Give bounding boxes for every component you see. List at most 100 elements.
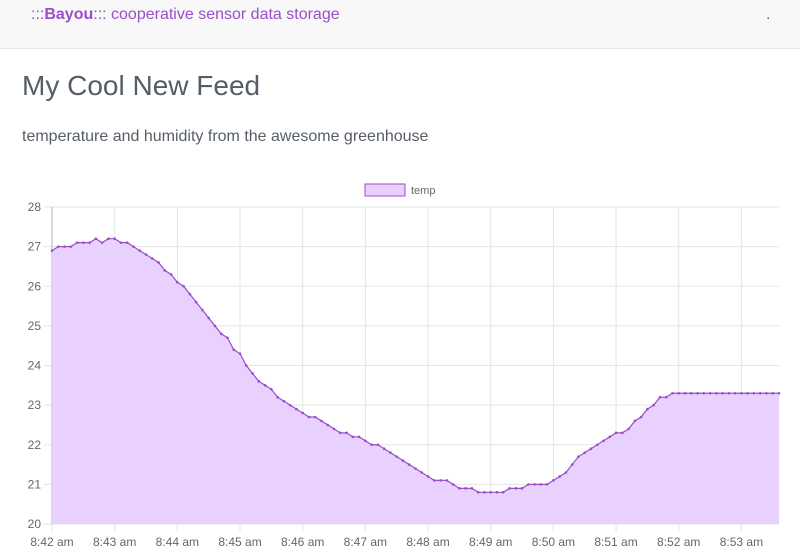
temp-data-point	[226, 336, 229, 340]
temp-data-point	[201, 308, 204, 312]
x-tick-label: 8:45 am	[218, 535, 261, 549]
temp-data-point	[188, 292, 192, 296]
temp-data-point	[689, 391, 693, 395]
temp-data-point	[664, 395, 668, 399]
y-tick-label: 21	[28, 477, 42, 491]
temp-data-point	[489, 491, 493, 494]
temp-data-point	[583, 451, 587, 454]
temp-data-point	[332, 427, 336, 431]
temp-data-point	[464, 487, 467, 490]
temp-data-point	[100, 241, 104, 244]
y-tick-label: 28	[28, 200, 42, 214]
temp-data-point	[483, 491, 486, 494]
y-tick-label: 20	[28, 517, 42, 531]
temp-data-point	[82, 241, 85, 244]
temp-data-point	[414, 467, 417, 470]
temp-data-point	[307, 415, 311, 419]
temp-data-point	[646, 407, 649, 411]
temp-data-point	[263, 384, 267, 387]
temp-data-point	[150, 257, 154, 260]
temp-data-point	[470, 487, 474, 490]
temp-data-point	[50, 249, 54, 252]
x-tick-label: 8:43 am	[93, 535, 136, 549]
x-tick-label: 8:52 am	[657, 535, 700, 549]
temp-data-point	[288, 403, 292, 407]
temp-data-point	[758, 391, 762, 395]
temp-data-point	[370, 443, 373, 447]
temp-data-point	[627, 427, 630, 431]
temp-data-point	[88, 241, 91, 244]
temp-data-point	[351, 435, 355, 439]
temp-data-point	[326, 423, 330, 427]
brand-link[interactable]: :::Bayou::: cooperative sensor data stor…	[31, 6, 340, 24]
temp-data-point	[56, 245, 60, 248]
temp-data-point	[301, 411, 304, 415]
temp-data-point	[395, 455, 398, 458]
temp-data-point	[740, 391, 743, 395]
y-tick-label: 24	[28, 359, 42, 373]
feed-description: temperature and humidity from the awesom…	[22, 128, 429, 145]
temp-data-point	[238, 352, 242, 355]
temp-data-point	[357, 435, 361, 439]
temp-data-point	[752, 391, 756, 395]
temp-data-point	[451, 483, 455, 486]
brand-name: Bayou	[44, 6, 94, 23]
temp-data-point	[169, 273, 173, 276]
temp-data-point	[702, 391, 706, 395]
temp-data-point	[338, 431, 342, 435]
temp-data-point	[94, 237, 98, 240]
temp-data-point	[407, 463, 411, 466]
temp-data-point	[144, 253, 148, 256]
temp-data-point	[207, 316, 210, 320]
temp-data-point	[696, 391, 699, 395]
x-tick-label: 8:51 am	[594, 535, 637, 549]
legend-swatch	[364, 183, 406, 197]
temp-data-point	[570, 463, 574, 466]
temp-data-point	[765, 391, 768, 395]
temp-data-point	[176, 280, 179, 284]
temp-data-point	[658, 395, 662, 399]
temp-data-point	[614, 431, 618, 435]
temp-data-point	[721, 391, 724, 395]
temp-data-point	[652, 403, 655, 407]
temp-data-point	[595, 443, 599, 447]
brand-prefix: :::	[31, 6, 45, 23]
temp-data-point	[777, 391, 781, 395]
temp-data-point	[213, 324, 217, 328]
temperature-chart[interactable]: 20 21 22 23 24 25 26 27 28 8:42 am 8:43 am 8:44 am 8…	[0, 176, 800, 556]
page-title: My Cool New Feed	[22, 70, 261, 101]
temp-data-point	[746, 391, 749, 395]
temp-data-point	[545, 483, 549, 486]
temp-data-point	[364, 439, 367, 443]
y-tick-label: 26	[28, 279, 42, 293]
x-tick-label: 8:46 am	[281, 535, 324, 549]
temp-data-point	[433, 479, 436, 482]
temp-data-point	[313, 415, 317, 419]
x-tick-label: 8:48 am	[406, 535, 449, 549]
temp-data-point	[683, 391, 687, 395]
temp-data-point	[514, 487, 518, 490]
temp-data-point	[458, 487, 461, 490]
temp-data-point	[639, 415, 643, 419]
temp-data-point	[426, 475, 430, 478]
legend-label: temp	[411, 185, 435, 197]
temp-data-point	[119, 241, 123, 244]
temp-data-point	[63, 245, 66, 248]
temp-data-point	[708, 391, 712, 395]
temp-data-point	[270, 387, 273, 391]
temp-data-point	[113, 237, 116, 240]
y-tick-label: 23	[28, 398, 42, 412]
temp-data-point	[420, 471, 424, 474]
temp-data-point	[376, 443, 380, 447]
temp-data-point	[125, 241, 129, 244]
temp-data-point	[552, 479, 555, 482]
temp-data-point	[589, 447, 593, 451]
temp-data-point	[602, 439, 605, 443]
temp-data-point	[69, 245, 73, 248]
temp-data-point	[564, 471, 568, 474]
temp-data-point	[401, 459, 405, 462]
y-tick-label: 22	[28, 438, 42, 452]
temp-data-point	[727, 391, 731, 395]
nav-right-link[interactable]: .	[766, 6, 771, 23]
temp-data-point	[577, 455, 580, 458]
